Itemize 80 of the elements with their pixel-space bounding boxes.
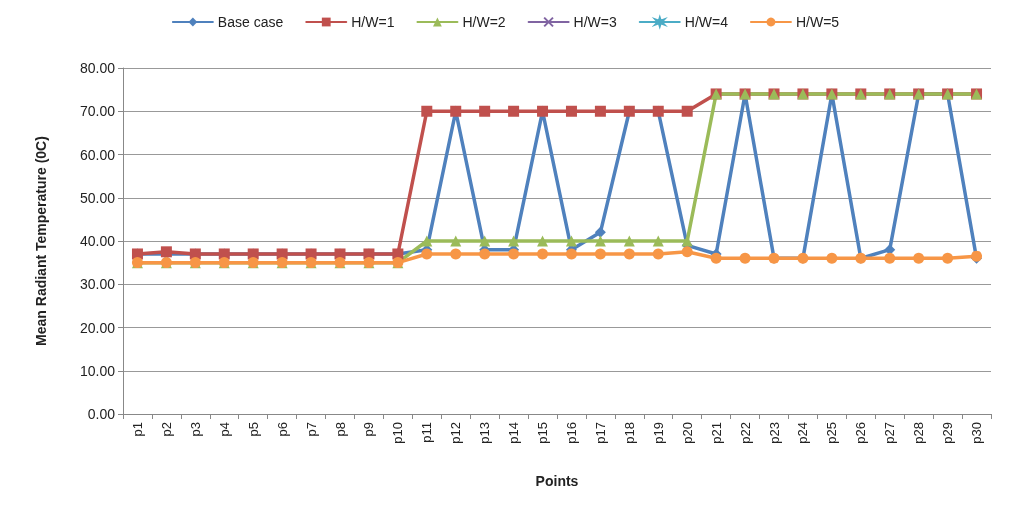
x-tick-label: p11 xyxy=(419,422,435,443)
x-tick-label: p29 xyxy=(940,422,956,444)
x-tick-label: p5 xyxy=(245,422,261,437)
point xyxy=(739,252,751,264)
point xyxy=(479,105,491,117)
point xyxy=(681,235,693,247)
point xyxy=(594,105,606,117)
point xyxy=(652,248,664,260)
x-tick-label: p6 xyxy=(274,422,290,437)
point xyxy=(508,248,520,260)
x-tick-label: p4 xyxy=(216,422,232,437)
point xyxy=(681,105,693,117)
y-tick-label: 80.00 xyxy=(79,60,116,76)
x-tick-label: p10 xyxy=(390,422,406,444)
legend-label: Base case xyxy=(217,14,284,30)
x-axis-title: Points xyxy=(535,473,579,489)
x-tick-label: p8 xyxy=(332,422,348,437)
point xyxy=(942,252,954,264)
y-tick-label: 10.00 xyxy=(79,362,116,379)
point xyxy=(565,105,577,117)
legend-label: H/W=1 xyxy=(351,14,395,30)
y-tick-label: 60.00 xyxy=(79,146,116,163)
point xyxy=(884,252,896,264)
point xyxy=(652,235,664,247)
y-tick-label: 0.00 xyxy=(87,406,116,422)
point xyxy=(623,235,635,247)
point xyxy=(450,248,462,260)
y-tick-label: 20.00 xyxy=(79,319,116,336)
point xyxy=(508,235,520,247)
y-tick-label: 50.00 xyxy=(79,189,116,206)
point xyxy=(479,235,491,247)
x-tick-label: p17 xyxy=(592,422,608,444)
y-tick-label: 30.00 xyxy=(79,276,116,293)
point xyxy=(508,105,520,117)
x-tick-label: p22 xyxy=(737,422,753,444)
x-tick-label: p21 xyxy=(708,422,724,444)
point xyxy=(537,235,549,247)
x-tick-label: p13 xyxy=(477,422,493,444)
point xyxy=(594,248,606,260)
point xyxy=(826,252,838,264)
point xyxy=(913,252,925,264)
legend-label: H/W=5 xyxy=(795,14,840,30)
x-tick-label: p18 xyxy=(621,422,637,444)
point xyxy=(710,252,722,264)
point xyxy=(479,248,491,260)
legend-label: H/W=2 xyxy=(462,14,506,30)
x-tick-label: p24 xyxy=(795,422,811,444)
x-tick-label: p19 xyxy=(650,422,666,444)
x-tick-label: p30 xyxy=(969,422,985,444)
x-tick-label: p7 xyxy=(303,422,319,437)
point xyxy=(421,105,433,117)
point xyxy=(594,235,606,247)
point xyxy=(421,235,433,247)
x-tick-label: p27 xyxy=(882,422,898,444)
point xyxy=(537,248,549,260)
x-tick-label: p14 xyxy=(506,422,522,444)
legend-label: H/W=3 xyxy=(573,14,617,30)
point xyxy=(594,226,606,238)
x-tick-label: p23 xyxy=(766,422,782,444)
x-tick-label: p15 xyxy=(535,422,551,444)
y-tick-label: 40.00 xyxy=(79,233,116,249)
point xyxy=(623,248,635,260)
x-tick-label: p16 xyxy=(563,422,579,444)
x-tick-label: p28 xyxy=(911,422,927,444)
point xyxy=(421,248,433,260)
point xyxy=(565,235,577,247)
x-tick-label: p9 xyxy=(361,422,377,437)
y-tick-label: 70.00 xyxy=(79,103,116,120)
x-tick-label: p12 xyxy=(448,422,464,444)
y-axis-title: Mean Radiant Temperature (0C) xyxy=(33,136,49,346)
x-tick-label: p26 xyxy=(853,422,869,444)
point xyxy=(565,248,577,260)
x-tick-label: p25 xyxy=(824,422,840,444)
x-tick-label: p3 xyxy=(187,422,203,437)
x-tick-label: p20 xyxy=(679,422,695,444)
x-tick-label: p1 xyxy=(129,422,145,437)
point xyxy=(450,235,462,247)
point xyxy=(681,246,693,258)
x-tick-label: p2 xyxy=(158,422,174,437)
legend-label: H/W=4 xyxy=(684,14,729,30)
